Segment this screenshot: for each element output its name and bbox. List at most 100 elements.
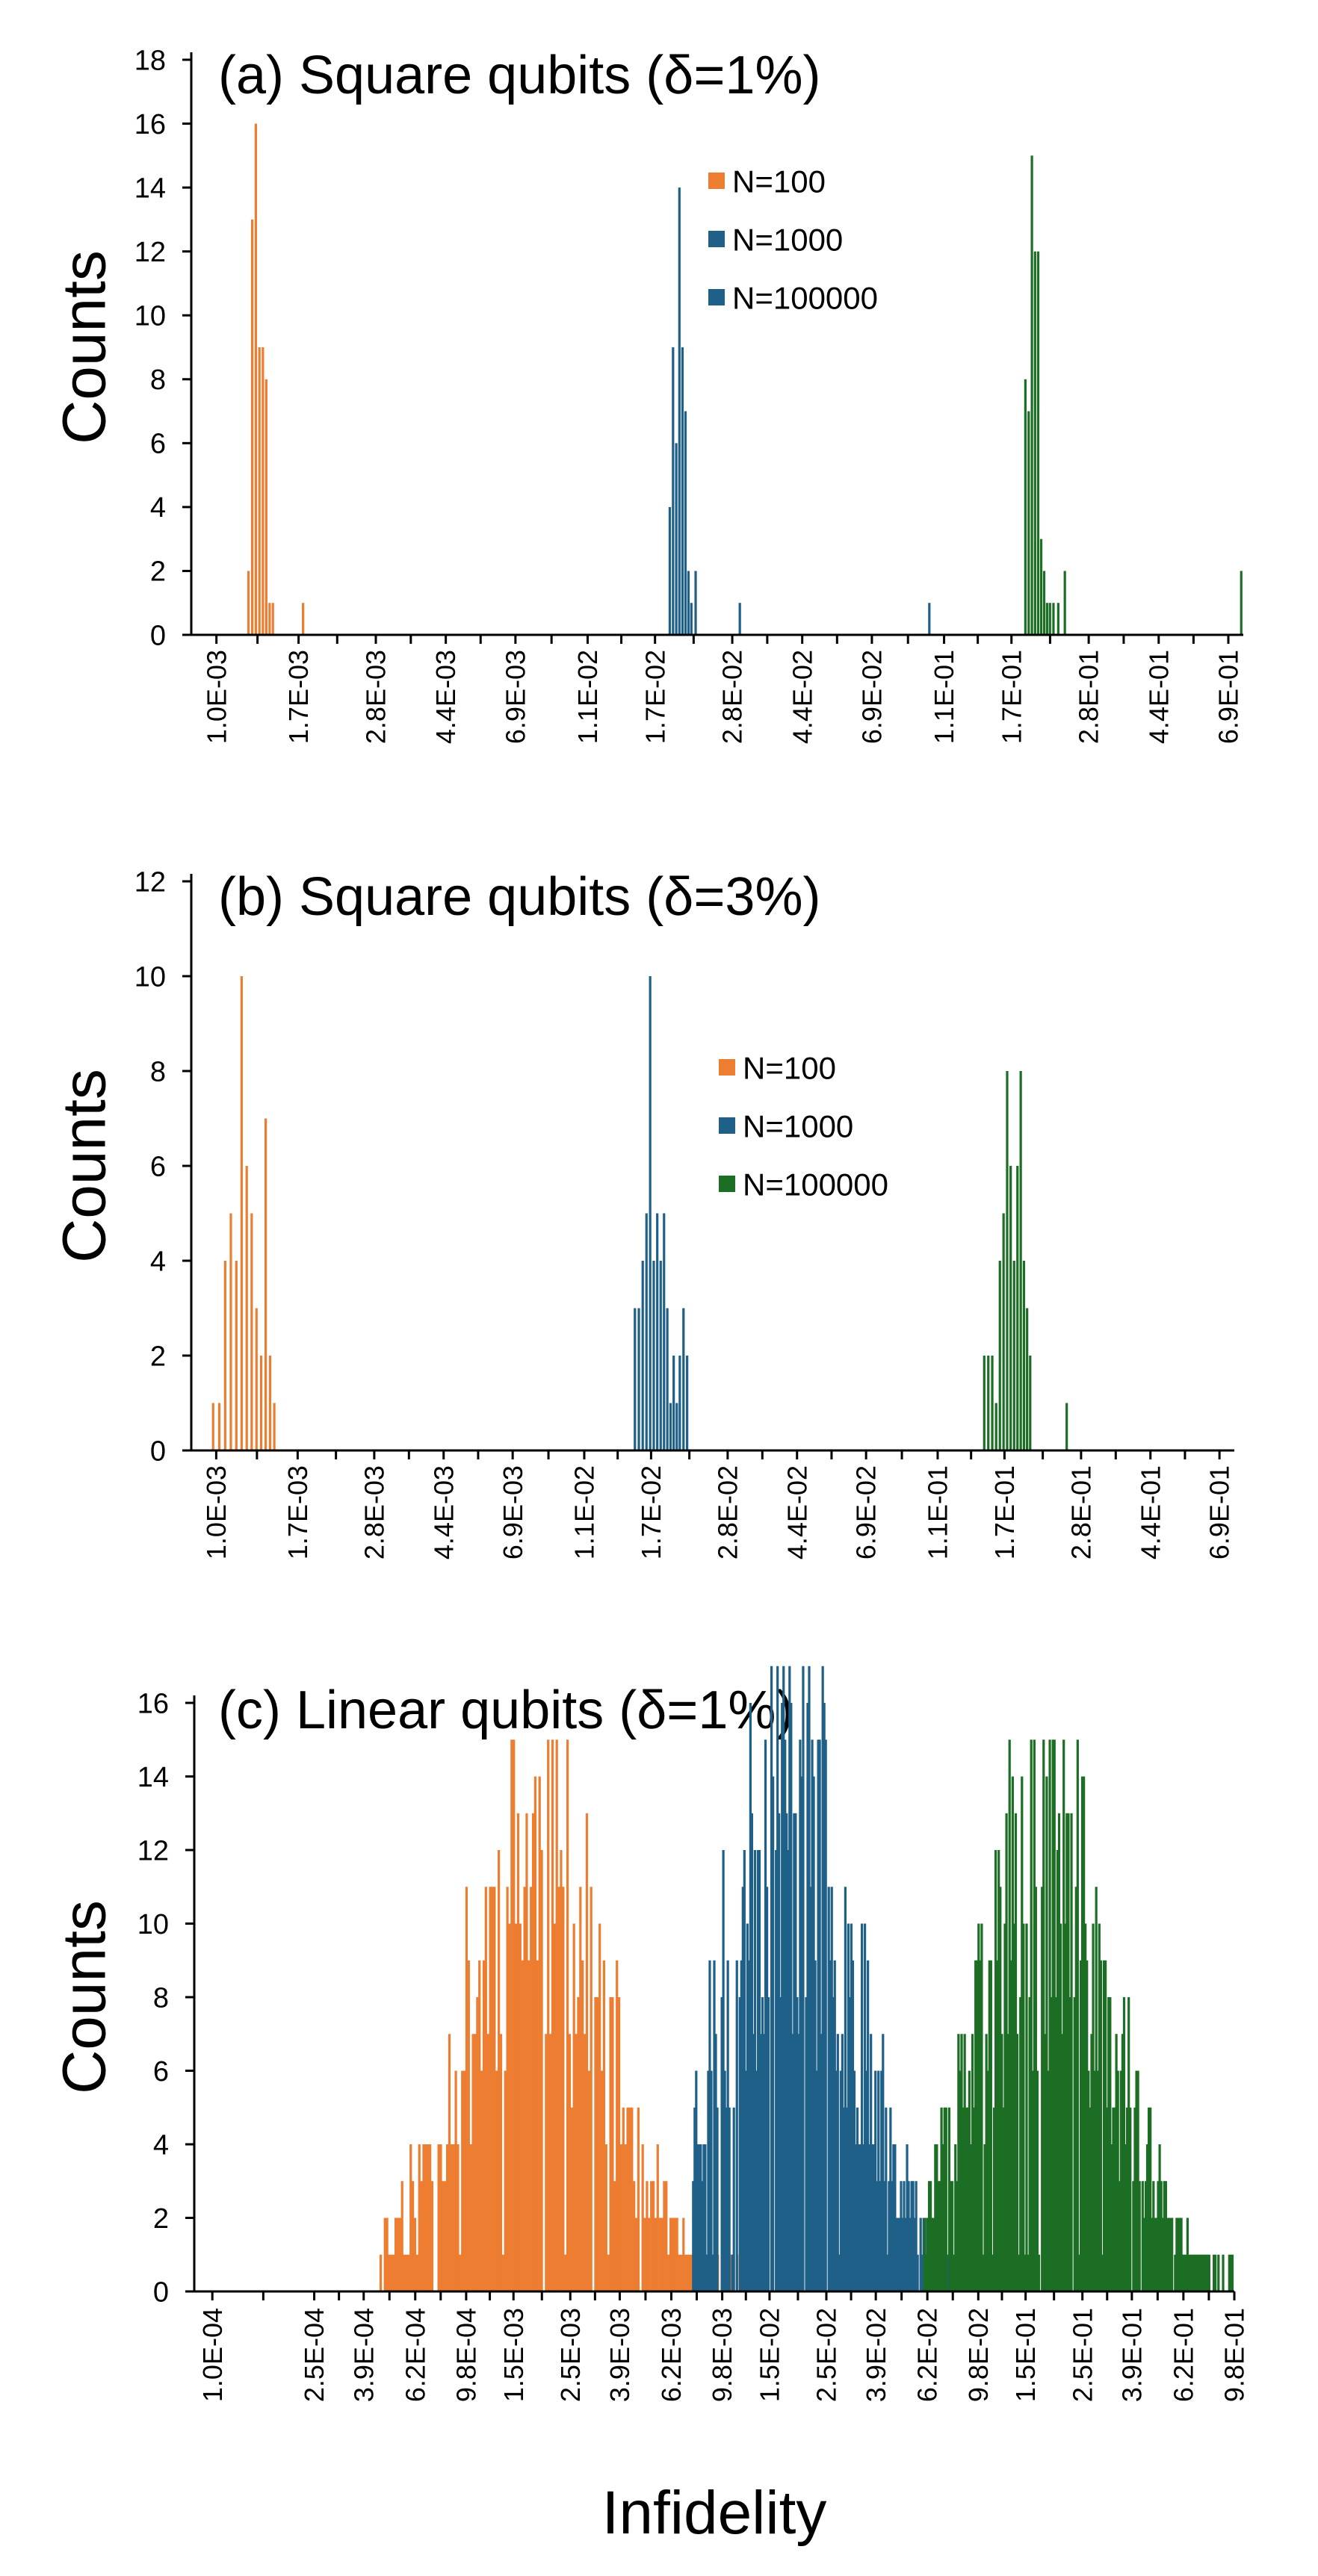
bar-n1000	[652, 1261, 655, 1450]
bar-n1000	[912, 2181, 915, 2291]
bar-n100	[577, 1997, 580, 2291]
bar-n100000	[1222, 2254, 1225, 2291]
bar-n100	[547, 1739, 550, 2291]
bar-n100000	[1169, 2217, 1172, 2291]
bar-n100	[420, 2181, 423, 2291]
bar-n100	[600, 2070, 604, 2291]
bar-n1000	[891, 2181, 894, 2291]
bar-n100000	[1000, 2034, 1003, 2291]
bar-n100	[465, 1887, 468, 2291]
bar-n100000	[957, 2034, 960, 2291]
bar-n100000	[992, 2107, 996, 2291]
bar-n100	[658, 2217, 661, 2291]
bar-n100	[217, 1403, 221, 1450]
x-tick-label: 6.9E-01	[1213, 650, 1244, 744]
bar-n100000	[1142, 2217, 1145, 2291]
bar-n100	[570, 2107, 573, 2291]
bar-n100	[663, 2181, 666, 2291]
x-tick-label: 3.9E-01	[1116, 2308, 1147, 2402]
y-tick-label: 6	[150, 429, 166, 460]
bar-n1000	[898, 2217, 901, 2291]
bar-n100000	[1056, 603, 1059, 635]
bar-n100000	[1118, 2181, 1121, 2291]
x-tick-label: 2.5E-01	[1067, 2308, 1098, 2402]
bar-n1000	[919, 2217, 922, 2291]
bar-n1000	[776, 1666, 779, 2291]
bar-n100000	[980, 1923, 983, 2291]
bar-n100	[680, 2254, 683, 2291]
bar-n1000	[707, 2070, 710, 2291]
bar-n100	[594, 1997, 597, 2291]
bar-n100	[596, 1997, 599, 2291]
bar-n1000	[681, 347, 684, 635]
bar-n100000	[1045, 603, 1049, 635]
bar-n100	[626, 2107, 629, 2291]
bar-n100	[646, 2181, 649, 2291]
y-tick-label: 6	[150, 1151, 166, 1182]
bar-n100	[648, 2217, 651, 2291]
bar-n100000	[1161, 2217, 1164, 2291]
bar-n100000	[1074, 1887, 1077, 2291]
bar-n100000	[1166, 2217, 1169, 2291]
bar-n100000	[1027, 411, 1030, 635]
bar-n1000	[838, 2254, 841, 2291]
bar-n100000	[1200, 2254, 1203, 2291]
bar-n100000	[1033, 251, 1036, 635]
bar-n1000	[821, 1666, 824, 2291]
bar-n100000	[1184, 2254, 1187, 2291]
bar-n1000	[702, 2144, 705, 2291]
x-tick-label: 4.4E-01	[1135, 1465, 1166, 1559]
bar-n100000	[1019, 1071, 1022, 1450]
bar-n100	[530, 1887, 533, 2291]
bar-n1000	[907, 2181, 910, 2291]
bar-n1000	[835, 2070, 838, 2291]
bar-n100000	[1102, 1960, 1106, 2291]
bar-n1000	[873, 2144, 876, 2291]
bar-n100000	[1195, 2254, 1198, 2291]
bar-n100	[611, 1997, 614, 2291]
bar-n1000	[637, 1308, 640, 1450]
bar-n100	[643, 2217, 646, 2291]
bar-n100	[504, 2070, 507, 2291]
bar-n1000	[900, 2181, 903, 2291]
x-tick-label: 2.8E-01	[1065, 1465, 1096, 1559]
bar-n100000	[934, 2144, 937, 2291]
bar-n1000	[874, 2070, 877, 2291]
bar-n100000	[983, 1356, 986, 1450]
bar-n100000	[1121, 2034, 1124, 2291]
bar-n1000	[794, 1813, 797, 2291]
bar-n1000	[814, 1960, 817, 2291]
bar-n100000	[956, 2181, 959, 2291]
bar-n100	[444, 2181, 447, 2291]
bar-n100000	[1036, 2070, 1039, 2291]
bar-n100000	[935, 2144, 938, 2291]
bar-n100000	[1204, 2254, 1207, 2291]
bar-n1000	[860, 1923, 864, 2291]
bar-n100000	[932, 2217, 935, 2291]
bar-n100000	[1133, 2107, 1136, 2291]
bar-n1000	[781, 1703, 784, 2291]
bar-n100	[568, 2034, 572, 2291]
bar-n100000	[1002, 1213, 1005, 1450]
bar-n100000	[1171, 2217, 1174, 2291]
bar-n100	[667, 2254, 670, 2291]
bar-n100	[463, 2070, 466, 2291]
bar-n100000	[1042, 1739, 1045, 2291]
bar-n100000	[1135, 2070, 1138, 2291]
bar-n100	[262, 347, 264, 635]
bar-n100	[519, 1923, 522, 2291]
bar-n100000	[976, 1960, 979, 2291]
bar-n100000	[1042, 571, 1046, 635]
x-tick-label: 1.7E-03	[282, 1465, 313, 1559]
bar-n100000	[994, 1403, 997, 1450]
bar-n1000	[738, 1997, 741, 2291]
x-tick-label: 9.8E-03	[707, 2308, 737, 2402]
y-axis-label: Counts	[51, 250, 119, 444]
legend: N=100 N=1000 N=100000	[708, 164, 878, 316]
chart-title: (b) Square qubits (δ=3%)	[218, 867, 820, 927]
bar-n100	[229, 1213, 232, 1450]
bar-n1000	[738, 603, 741, 635]
bar-n1000	[851, 1960, 855, 2291]
bar-n100	[273, 1403, 276, 1450]
bar-n100	[619, 2144, 623, 2291]
